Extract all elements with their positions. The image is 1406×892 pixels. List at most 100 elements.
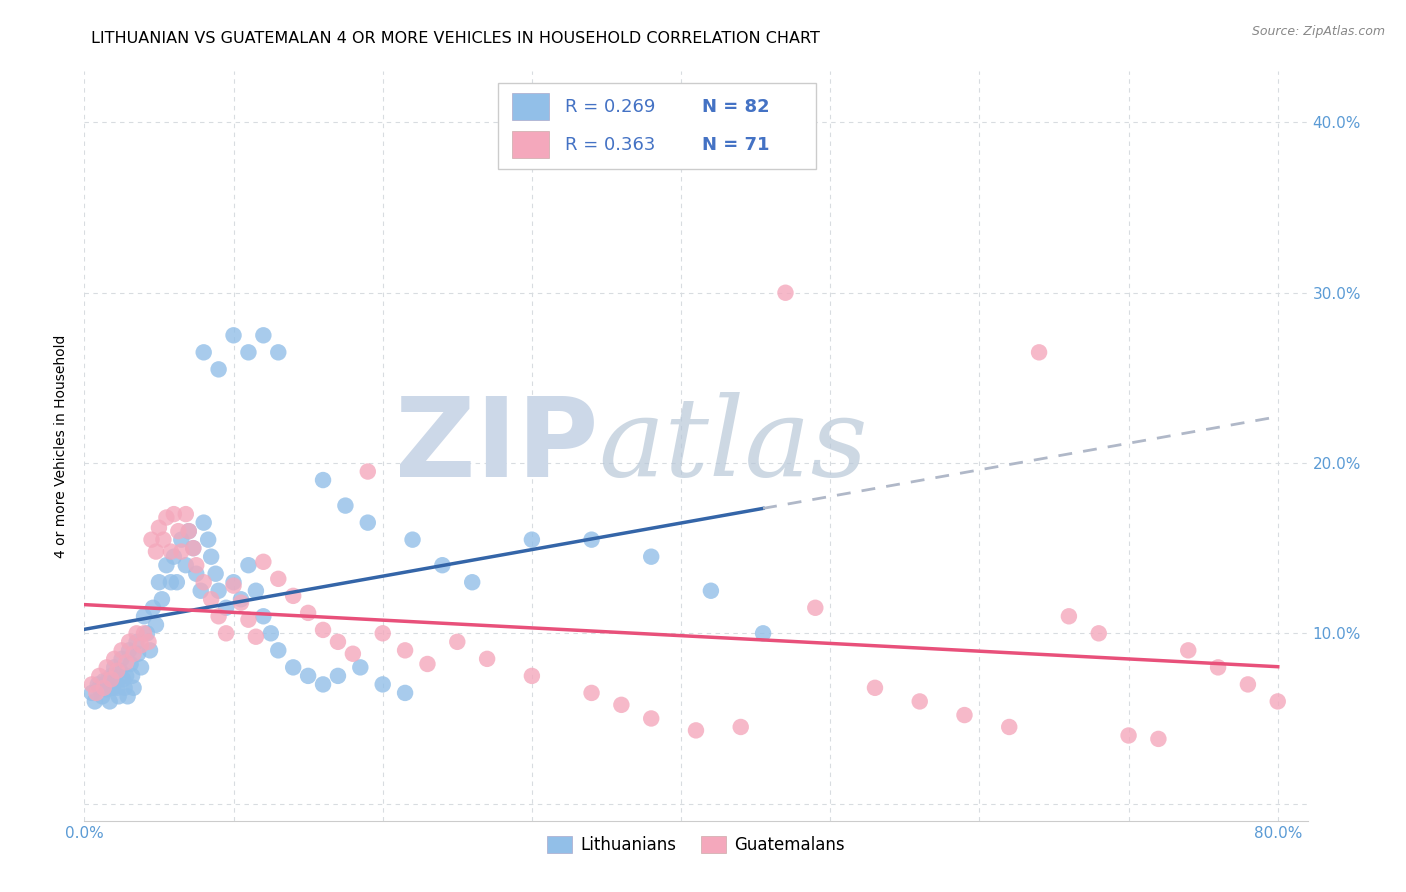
Point	[197, 533, 219, 547]
Point	[581, 686, 603, 700]
Point	[150, 592, 173, 607]
Point	[200, 592, 222, 607]
Point	[87, 677, 110, 691]
Point	[215, 600, 238, 615]
Point	[145, 544, 167, 558]
Point	[998, 720, 1021, 734]
Point	[117, 690, 139, 704]
Point	[80, 677, 103, 691]
Point	[432, 558, 454, 573]
Point	[181, 541, 204, 556]
Point	[326, 669, 349, 683]
Text: Source: ZipAtlas.com: Source: ZipAtlas.com	[1251, 25, 1385, 38]
Point	[610, 698, 633, 712]
Point	[186, 566, 208, 581]
Text: R = 0.269: R = 0.269	[565, 98, 655, 116]
Point	[83, 694, 105, 708]
Point	[222, 328, 245, 343]
Text: N = 82: N = 82	[702, 98, 769, 116]
Point	[111, 652, 134, 666]
Point	[335, 499, 357, 513]
Point	[89, 669, 111, 683]
Point	[122, 647, 145, 661]
Point	[953, 708, 976, 723]
Point	[103, 660, 125, 674]
Point	[685, 723, 707, 738]
Text: ZIP: ZIP	[395, 392, 598, 500]
Point	[170, 533, 193, 547]
Point	[238, 558, 260, 573]
Point	[132, 609, 155, 624]
Point	[84, 686, 107, 700]
Point	[326, 635, 349, 649]
Point	[89, 681, 111, 695]
Point	[118, 635, 141, 649]
Point	[107, 690, 129, 704]
Point	[104, 673, 127, 688]
Point	[148, 575, 170, 590]
Point	[193, 516, 215, 530]
Point	[100, 669, 122, 683]
Point	[122, 681, 145, 695]
Point	[215, 626, 238, 640]
Point	[160, 575, 183, 590]
Point	[252, 328, 274, 343]
Point	[129, 660, 152, 674]
Point	[1267, 694, 1289, 708]
Point	[520, 669, 543, 683]
Point	[207, 609, 229, 624]
Point	[238, 613, 260, 627]
Point	[371, 677, 394, 691]
Point	[357, 465, 380, 479]
Point	[520, 533, 543, 547]
Point	[1057, 609, 1080, 624]
Point	[186, 558, 208, 573]
Point	[125, 626, 148, 640]
Point	[475, 652, 498, 666]
Point	[129, 638, 152, 652]
Point	[167, 524, 190, 538]
Point	[80, 686, 103, 700]
Point	[141, 533, 163, 547]
Point	[163, 549, 186, 564]
Point	[96, 660, 118, 674]
Point	[136, 626, 159, 640]
Point	[775, 285, 797, 300]
Point	[283, 589, 305, 603]
Point	[283, 660, 305, 674]
Point	[1028, 345, 1050, 359]
Point	[174, 558, 197, 573]
Point	[193, 345, 215, 359]
Point	[229, 592, 252, 607]
Point	[260, 626, 283, 640]
Point	[730, 720, 752, 734]
Point	[245, 583, 267, 598]
Point	[132, 626, 155, 640]
Point	[111, 643, 134, 657]
Point	[100, 673, 122, 687]
Point	[155, 558, 177, 573]
Point	[371, 626, 394, 640]
Y-axis label: 4 or more Vehicles in Household: 4 or more Vehicles in Household	[55, 334, 69, 558]
Point	[138, 635, 160, 649]
Point	[204, 566, 226, 581]
Point	[120, 657, 142, 671]
Point	[908, 694, 931, 708]
Point	[312, 677, 335, 691]
Text: R = 0.363: R = 0.363	[565, 136, 655, 153]
Point	[1118, 729, 1140, 743]
Point	[155, 510, 177, 524]
Point	[193, 575, 215, 590]
Point	[1177, 643, 1199, 657]
Point	[267, 345, 290, 359]
Point	[170, 544, 193, 558]
Point	[93, 673, 115, 688]
Point	[207, 362, 229, 376]
Point	[115, 669, 138, 683]
Point	[252, 555, 274, 569]
Point	[142, 600, 165, 615]
Point	[152, 533, 174, 547]
Point	[108, 664, 131, 678]
Point	[222, 579, 245, 593]
Point	[394, 643, 416, 657]
